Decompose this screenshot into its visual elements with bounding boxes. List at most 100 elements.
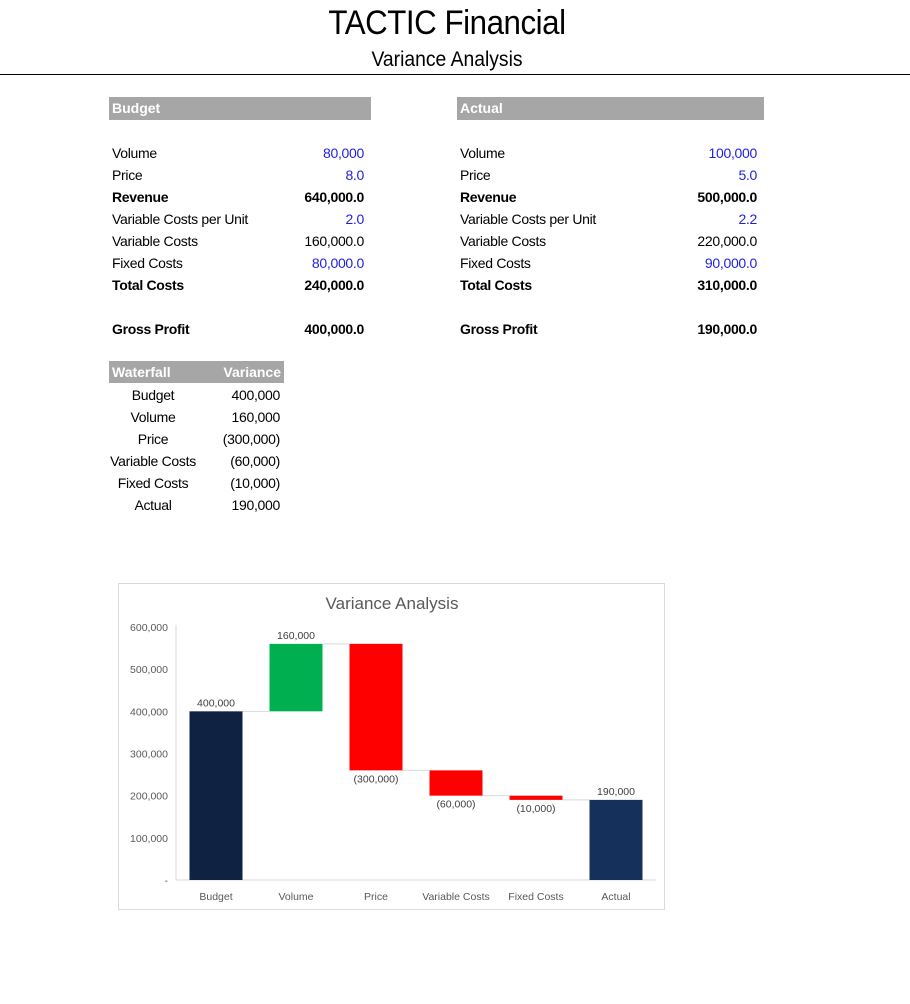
x-tick-label: Variable Costs (422, 891, 490, 903)
budget-gross-profit-label: Gross Profit (112, 321, 190, 337)
actual-row-value: 2.2 (738, 211, 757, 227)
budget-row-value: 160,000.0 (304, 233, 364, 249)
waterfall-table-row: Variable Costs (60,000) (109, 450, 284, 472)
x-tick-label: Actual (601, 891, 630, 903)
waterfall-row-value: 160,000 (231, 409, 280, 425)
budget-row-label: Volume (112, 145, 157, 161)
actual-row-value: 5.0 (738, 167, 757, 183)
actual-row: Volume 100,000 (460, 142, 757, 164)
actual-heading: Actual (457, 97, 764, 120)
budget-row-value: 240,000.0 (304, 277, 364, 293)
waterfall-col-header: Waterfall (112, 364, 171, 380)
actual-gross-profit-label: Gross Profit (460, 321, 538, 337)
data-label: 160,000 (277, 630, 315, 642)
actual-row-label: Price (460, 167, 491, 183)
waterfall-bar (269, 643, 323, 712)
budget-heading: Budget (109, 97, 371, 120)
actual-row-value: 90,000.0 (704, 255, 757, 271)
y-tick-label: 500,000 (130, 664, 168, 676)
waterfall-table-row: Fixed Costs (10,000) (109, 472, 284, 494)
variance-col-header: Variance (223, 364, 281, 380)
waterfall-row-label: Price (137, 431, 169, 447)
y-tick-label: 200,000 (130, 791, 168, 803)
actual-row: Variable Costs per Unit 2.2 (460, 208, 757, 230)
waterfall-row-value: (300,000) (222, 431, 281, 447)
actual-row-label: Variable Costs per Unit (460, 211, 597, 227)
budget-row-value: 8.0 (345, 167, 364, 183)
budget-row-label: Revenue (112, 189, 169, 205)
budget-row: Total Costs 240,000.0 (112, 274, 364, 296)
actual-row-value: 310,000.0 (697, 277, 757, 293)
actual-row-value: 100,000 (708, 145, 757, 161)
budget-row: Variable Costs per Unit 2.0 (112, 208, 364, 230)
budget-row-value: 640,000.0 (304, 189, 364, 205)
budget-row-label: Price (112, 167, 143, 183)
waterfall-row-value: 190,000 (231, 497, 280, 513)
x-tick-label: Fixed Costs (508, 891, 563, 903)
data-label: (60,000) (436, 799, 475, 811)
budget-row-label: Fixed Costs (112, 255, 183, 271)
actual-row: Revenue 500,000.0 (460, 186, 757, 208)
waterfall-row-value: (60,000) (230, 453, 280, 469)
title-divider (0, 74, 910, 75)
budget-gross-profit-row: Gross Profit 400,000.0 (112, 318, 364, 340)
actual-gross-profit-row: Gross Profit 190,000.0 (460, 318, 757, 340)
budget-row: Variable Costs 160,000.0 (112, 230, 364, 252)
actual-row-value: 500,000.0 (697, 189, 757, 205)
actual-gross-profit-value: 190,000.0 (697, 321, 757, 337)
actual-row-label: Variable Costs (460, 233, 546, 249)
budget-gross-profit-value: 400,000.0 (304, 321, 364, 337)
y-tick-label: - (165, 875, 169, 887)
waterfall-bar (429, 770, 483, 796)
page-subtitle: Variance Analysis (371, 48, 523, 71)
actual-row-value: 220,000.0 (697, 233, 757, 249)
waterfall-row-label: Variable Costs (110, 453, 196, 469)
variance-chart: Variance Analysis - 100,000 200,000 300,000 4… (118, 583, 665, 910)
waterfall-row-value: (10,000) (230, 475, 280, 491)
actual-row-label: Fixed Costs (460, 255, 531, 271)
budget-row-label: Variable Costs per Unit (112, 211, 249, 227)
data-label: 400,000 (197, 697, 235, 709)
waterfall-row-label: Budget (131, 387, 175, 403)
waterfall-table-row: Volume 160,000 (109, 406, 284, 428)
waterfall-row-label: Volume (130, 409, 176, 425)
x-tick-label: Price (364, 891, 388, 903)
actual-row: Total Costs 310,000.0 (460, 274, 757, 296)
budget-row-value: 80,000.0 (311, 255, 364, 271)
y-tick-label: 100,000 (130, 833, 168, 845)
budget-row: Volume 80,000 (112, 142, 364, 164)
waterfall-bar (589, 799, 643, 880)
actual-row: Variable Costs 220,000.0 (460, 230, 757, 252)
budget-row: Price 8.0 (112, 164, 364, 186)
waterfall-table-row: Budget 400,000 (109, 384, 284, 406)
y-tick-label: 600,000 (130, 622, 168, 634)
waterfall-bar (349, 643, 403, 771)
actual-row-label: Revenue (460, 189, 517, 205)
budget-row-label: Variable Costs (112, 233, 198, 249)
waterfall-row-label: Fixed Costs (117, 475, 189, 491)
waterfall-table-row: Actual 190,000 (109, 494, 284, 516)
y-tick-label: 300,000 (130, 749, 168, 761)
waterfall-row-label: Actual (134, 497, 172, 513)
actual-row: Price 5.0 (460, 164, 757, 186)
page-title: TACTIC Financial (328, 4, 566, 42)
budget-row-label: Total Costs (112, 277, 184, 293)
budget-row: Revenue 640,000.0 (112, 186, 364, 208)
actual-row: Fixed Costs 90,000.0 (460, 252, 757, 274)
data-label: (300,000) (354, 773, 399, 785)
actual-row-label: Total Costs (460, 277, 532, 293)
waterfall-table-header: Waterfall Variance (109, 361, 284, 383)
data-label: (10,000) (516, 803, 555, 815)
budget-row-value: 80,000 (322, 145, 364, 161)
x-tick-label: Volume (278, 891, 313, 903)
waterfall-bar (509, 795, 563, 800)
data-label: 190,000 (597, 786, 635, 798)
actual-row-label: Volume (460, 145, 505, 161)
budget-row: Fixed Costs 80,000.0 (112, 252, 364, 274)
variance-chart-svg: Variance Analysis - 100,000 200,000 300,000 4… (130, 594, 656, 903)
waterfall-table-row: Price (300,000) (109, 428, 284, 450)
y-tick-label: 400,000 (130, 706, 168, 718)
chart-title: Variance Analysis (326, 594, 459, 613)
waterfall-row-value: 400,000 (231, 387, 280, 403)
budget-row-value: 2.0 (345, 211, 364, 227)
